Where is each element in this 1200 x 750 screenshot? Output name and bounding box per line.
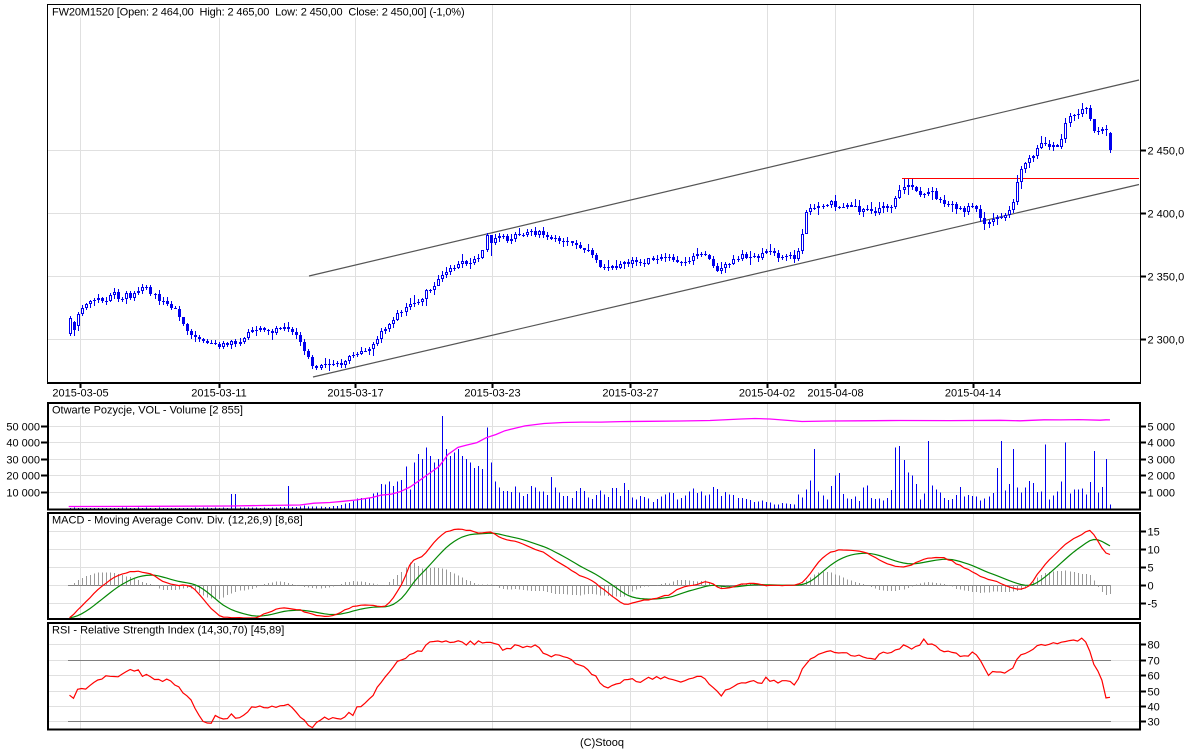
svg-text:30 000: 30 000	[6, 455, 40, 467]
svg-text:2015-03-23: 2015-03-23	[464, 388, 520, 400]
svg-text:20 000: 20 000	[6, 471, 40, 483]
svg-text:0: 0	[1148, 581, 1154, 593]
svg-text:MACD - Moving Average Conv. Di: MACD - Moving Average Conv. Div. (12,26,…	[52, 515, 303, 527]
svg-text:50: 50	[1148, 687, 1160, 699]
svg-text:4 000: 4 000	[1148, 438, 1176, 450]
svg-text:40 000: 40 000	[6, 438, 40, 450]
svg-text:2 450,0: 2 450,0	[1148, 146, 1185, 158]
svg-text:3 000: 3 000	[1148, 455, 1176, 467]
svg-text:2 350,0: 2 350,0	[1148, 272, 1185, 284]
svg-text:2 300,0: 2 300,0	[1148, 335, 1185, 347]
svg-text:50 000: 50 000	[6, 422, 40, 434]
svg-text:10: 10	[1148, 545, 1160, 557]
svg-text:FW20M1520 [Open: 2 464,00 Hig: FW20M1520 [Open: 2 464,00 High: 2 465,00…	[52, 7, 465, 19]
svg-text:5: 5	[1148, 563, 1154, 575]
svg-text:2 400,0: 2 400,0	[1148, 209, 1185, 221]
svg-text:70: 70	[1148, 656, 1160, 668]
svg-text:(C)Stooq: (C)Stooq	[580, 737, 624, 749]
svg-text:1 000: 1 000	[1148, 488, 1176, 500]
svg-text:30: 30	[1148, 717, 1160, 729]
svg-text:2 000: 2 000	[1148, 471, 1176, 483]
svg-text:2015-03-05: 2015-03-05	[52, 388, 108, 400]
svg-text:2015-03-17: 2015-03-17	[327, 388, 383, 400]
svg-text:5 000: 5 000	[1148, 422, 1176, 434]
svg-text:2015-04-02: 2015-04-02	[739, 388, 795, 400]
svg-text:-5: -5	[1148, 599, 1158, 611]
svg-text:Otwarte Pozycje, VOL - Volume: Otwarte Pozycje, VOL - Volume [2 855]	[52, 405, 243, 417]
svg-text:10 000: 10 000	[6, 488, 40, 500]
svg-text:60: 60	[1148, 671, 1160, 683]
svg-text:2015-04-14: 2015-04-14	[945, 388, 1001, 400]
svg-text:40: 40	[1148, 702, 1160, 714]
svg-text:RSI - Relative Strength Index: RSI - Relative Strength Index (14,30,70)…	[52, 625, 284, 637]
svg-text:2015-04-08: 2015-04-08	[807, 388, 863, 400]
svg-text:2015-03-11: 2015-03-11	[191, 388, 246, 400]
svg-text:80: 80	[1148, 640, 1160, 652]
svg-text:15: 15	[1148, 527, 1160, 539]
svg-text:2015-03-27: 2015-03-27	[602, 388, 658, 400]
